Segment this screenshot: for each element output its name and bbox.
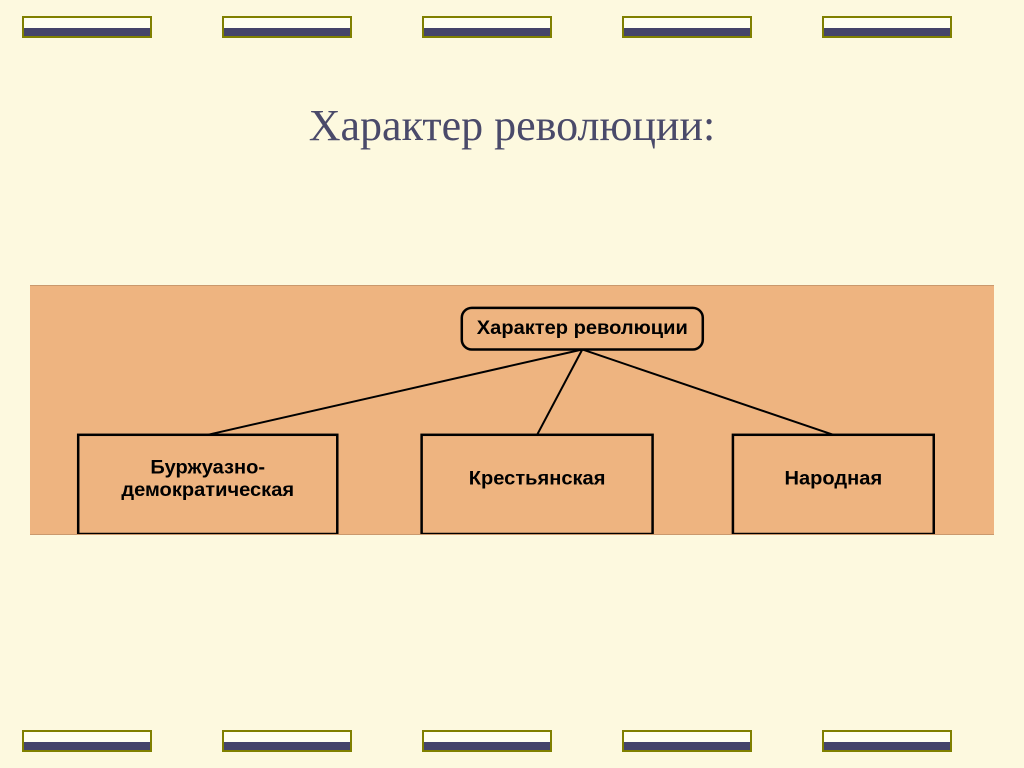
svg-text:Характер революции: Характер революции: [477, 317, 688, 339]
svg-text:Крестьянская: Крестьянская: [469, 468, 606, 490]
decor-segment: [422, 16, 552, 38]
svg-text:демократическая: демократическая: [121, 479, 294, 501]
decor-segment: [422, 730, 552, 752]
child-node: Крестьянская: [422, 435, 653, 534]
decor-segment: [622, 730, 752, 752]
child-node: Буржуазно-демократическая: [78, 435, 337, 534]
root-node: Характер революции: [462, 308, 703, 350]
connector-line: [208, 349, 583, 434]
diagram-svg: Характер революции Буржуазно-демократичес…: [30, 286, 994, 534]
decor-segment: [22, 730, 152, 752]
slide-title: Характер революции:: [0, 100, 1024, 151]
decor-segment: [222, 730, 352, 752]
decor-segment: [222, 16, 352, 38]
connector-line: [537, 349, 582, 434]
diagram-container: Характер революции Буржуазно-демократичес…: [30, 285, 994, 535]
child-node: Народная: [733, 435, 934, 534]
decor-top-bar: [0, 16, 1024, 38]
connector-line: [582, 349, 833, 434]
decor-segment: [622, 16, 752, 38]
decor-segment: [822, 730, 952, 752]
decor-bottom-bar: [0, 730, 1024, 752]
decor-segment: [822, 16, 952, 38]
svg-text:Буржуазно-: Буржуазно-: [150, 456, 265, 478]
svg-text:Народная: Народная: [784, 468, 882, 490]
slide: Характер революции: Характер революции Бу…: [0, 0, 1024, 768]
decor-segment: [22, 16, 152, 38]
